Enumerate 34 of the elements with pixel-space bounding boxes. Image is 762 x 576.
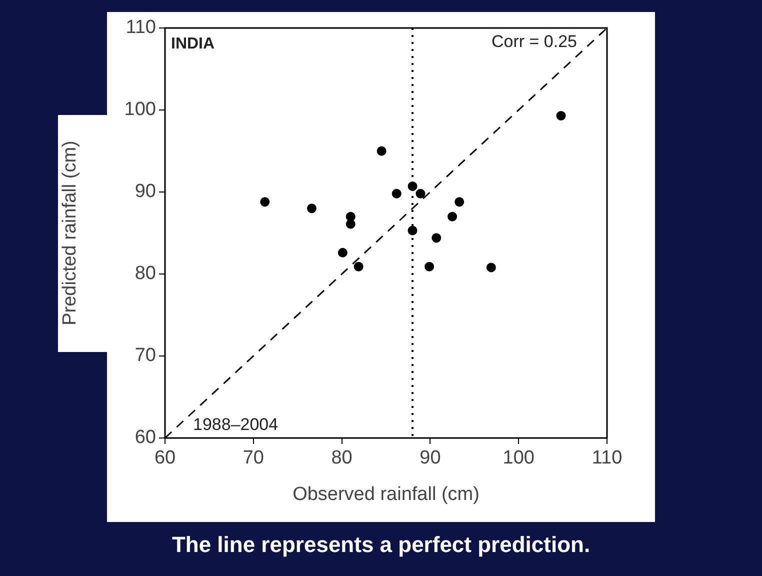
- x-tick-label: 70: [242, 448, 264, 469]
- point: [376, 146, 386, 156]
- point: [354, 262, 364, 272]
- y-tick-label: 60: [134, 427, 156, 448]
- x-tick-label: 60: [154, 448, 176, 469]
- point: [346, 212, 356, 222]
- point: [260, 197, 270, 207]
- point: [424, 262, 434, 272]
- point: [432, 233, 442, 243]
- point: [416, 188, 426, 198]
- y-tick-label: 110: [126, 17, 156, 38]
- annotation: Corr = 0.25: [491, 32, 577, 52]
- x-tick-label: 110: [592, 448, 622, 469]
- y-tick-label: 70: [134, 345, 156, 366]
- x-tick-label: 100: [502, 448, 534, 469]
- y-tick-label: 80: [134, 263, 156, 284]
- point: [392, 188, 402, 198]
- y-tick-label: 100: [124, 99, 156, 120]
- x-tick-label: 80: [331, 448, 352, 469]
- y-axis-title: Predicted rainfall (cm): [60, 140, 81, 326]
- point: [306, 204, 316, 214]
- y-tick-label: 90: [134, 181, 156, 202]
- point: [408, 226, 418, 236]
- point: [448, 212, 458, 222]
- point: [556, 110, 566, 120]
- x-axis-title: Observed rainfall (cm): [292, 484, 480, 505]
- point: [338, 248, 348, 258]
- point: [486, 262, 496, 272]
- x-tick-label: 90: [420, 448, 441, 469]
- annotation: INDIA: [171, 35, 215, 52]
- point: [454, 197, 464, 207]
- text: The line represents a perfect prediction.: [170, 532, 592, 558]
- annotation: 1988–2004: [193, 415, 278, 434]
- point: [346, 219, 356, 229]
